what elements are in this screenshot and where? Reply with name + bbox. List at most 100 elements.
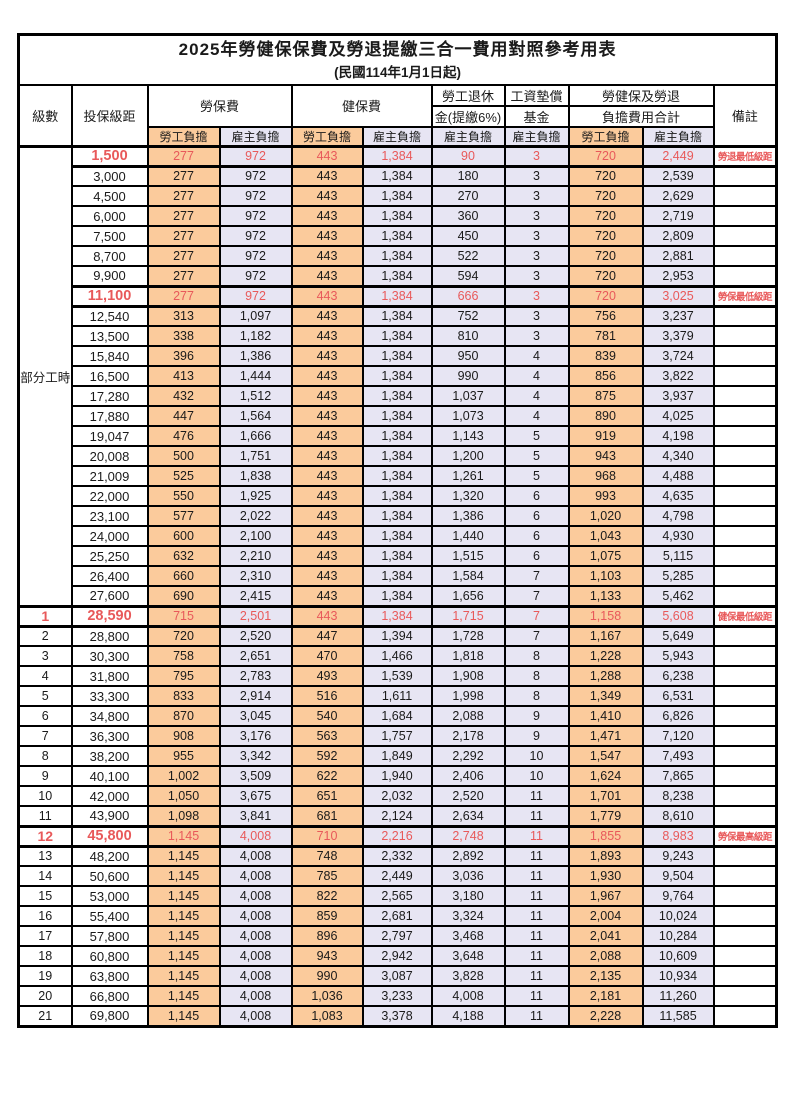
fee-cell-labor-employer: 972: [218, 165, 293, 187]
level-cell: 2: [17, 625, 73, 647]
fee-cell-labor-employer: 2,310: [218, 565, 293, 587]
fee-cell-total-employer: 6,238: [641, 665, 715, 687]
fee-cell-health-employee: 592: [290, 745, 364, 767]
fee-cell-labor-employer: 4,008: [218, 885, 293, 907]
table-row: 部分工時 1,500 277 972 443 1,384 90 3 720 2,449 勞退最低級距: [17, 144, 778, 608]
header-labor-employer: 雇主負擔: [218, 125, 293, 147]
table-row: 1 28,590 715 2,501 443 1,384 1,715 7 1,158 5,608 健…: [17, 604, 778, 628]
fee-cell-health-employee: 1,083: [290, 1005, 364, 1027]
level-cell: 20: [17, 985, 73, 1007]
fee-cell-wage-fund-employer: 6: [503, 485, 570, 507]
fee-cell-health-employee: 896: [290, 925, 364, 947]
fee-cell-total-employer: 10,284: [641, 925, 715, 947]
level-cell: 13: [17, 845, 73, 867]
fee-cell-total-employee: 1,158: [567, 604, 644, 628]
fee-cell-wage-fund-employer: 6: [503, 525, 570, 547]
salary-bracket-cell: 45,800: [70, 824, 149, 848]
fee-cell-health-employer: 1,384: [361, 165, 433, 187]
fee-cell-wage-fund-employer: 7: [503, 604, 570, 628]
fee-cell-health-employee: 681: [290, 805, 364, 827]
fee-cell-health-employer: 3,378: [361, 1005, 433, 1027]
fee-cell-health-employee: 443: [290, 245, 364, 267]
fee-cell-wage-fund-employer: 9: [503, 705, 570, 727]
fee-cell-labor-employer: 2,914: [218, 685, 293, 707]
fee-cell-pension-employer: 3,324: [430, 905, 506, 927]
fee-cell-total-employee: 1,228: [567, 645, 644, 667]
fee-cell-labor-employer: 4,008: [218, 905, 293, 927]
remark-cell: [712, 365, 778, 387]
level-cell: 14: [17, 865, 73, 887]
table-row: 19,047 476 1,666 443 1,384 1,143 5 919 4,198: [19, 425, 778, 447]
fee-cell-wage-fund-employer: 11: [503, 865, 570, 887]
level-cell: 5: [17, 685, 73, 707]
table-row: 8,700 277 972 443 1,384 522 3 720 2,881: [19, 245, 778, 267]
fee-cell-total-employer: 5,462: [641, 585, 715, 607]
fee-cell-wage-fund-employer: 3: [503, 265, 570, 287]
fee-cell-wage-fund-employer: 10: [503, 745, 570, 767]
premium-reference-table: 2025年勞健保保費及勞退提繳三合一費用對照參考用表 (民國114年1月1日起)…: [17, 33, 779, 1028]
salary-bracket-cell: 25,250: [70, 545, 149, 567]
fee-cell-health-employer: 1,384: [361, 485, 433, 507]
fee-cell-total-employer: 4,340: [641, 445, 715, 467]
title-cell: 2025年勞健保保費及勞退提繳三合一費用對照參考用表 (民國114年1月1日起): [17, 33, 778, 86]
fee-cell-total-employee: 1,075: [567, 545, 644, 567]
fee-cell-labor-employee: 1,145: [146, 945, 221, 967]
level-cell: 4: [17, 665, 73, 687]
fee-cell-pension-employer: 666: [430, 284, 506, 308]
table-row: 11,100 277 972 443 1,384 666 3 720 3,025 勞保最低級距: [19, 284, 778, 308]
level-cell: 8: [17, 745, 73, 767]
fee-cell-health-employee: 443: [290, 325, 364, 347]
fee-cell-health-employee: 443: [290, 445, 364, 467]
salary-bracket-cell: 21,009: [70, 465, 149, 487]
level-cell: 1: [17, 604, 73, 628]
salary-bracket-cell: 23,100: [70, 505, 149, 527]
fee-cell-labor-employer: 972: [218, 144, 293, 168]
salary-bracket-cell: 28,590: [70, 604, 149, 628]
fee-cell-labor-employee: 396: [146, 345, 221, 367]
fee-cell-health-employer: 1,384: [361, 144, 433, 168]
fee-cell-total-employer: 6,531: [641, 685, 715, 707]
fee-cell-health-employee: 516: [290, 685, 364, 707]
fee-cell-wage-fund-employer: 11: [503, 785, 570, 807]
fee-cell-pension-employer: 752: [430, 305, 506, 327]
remark-cell: [712, 705, 778, 727]
fee-cell-total-employee: 890: [567, 405, 644, 427]
header-pension-line1: 勞工退休: [430, 83, 506, 107]
fee-cell-health-employee: 443: [290, 205, 364, 227]
fee-cell-health-employer: 1,394: [361, 625, 433, 647]
salary-bracket-cell: 19,047: [70, 425, 149, 447]
fee-cell-health-employer: 1,384: [361, 284, 433, 308]
fee-cell-total-employee: 968: [567, 465, 644, 487]
page-title: 2025年勞健保保費及勞退提繳三合一費用對照參考用表: [178, 39, 617, 59]
table-row: 12 45,800 1,145 4,008 710 2,216 2,748 11 1,855 8,…: [17, 824, 778, 848]
salary-bracket-cell: 24,000: [70, 525, 149, 547]
remark-cell: [712, 305, 778, 327]
fee-cell-labor-employer: 1,097: [218, 305, 293, 327]
fee-cell-total-employee: 1,410: [567, 705, 644, 727]
fee-cell-health-employer: 1,384: [361, 265, 433, 287]
fee-cell-labor-employee: 600: [146, 525, 221, 547]
fee-cell-labor-employee: 690: [146, 585, 221, 607]
fee-cell-total-employee: 993: [567, 485, 644, 507]
salary-bracket-cell: 27,600: [70, 585, 149, 607]
table-row: 7,500 277 972 443 1,384 450 3 720 2,809: [19, 225, 778, 247]
fee-cell-total-employee: 2,181: [567, 985, 644, 1007]
fee-cell-pension-employer: 2,292: [430, 745, 506, 767]
fee-cell-total-employer: 4,930: [641, 525, 715, 547]
fee-cell-health-employee: 651: [290, 785, 364, 807]
fee-cell-pension-employer: 1,320: [430, 485, 506, 507]
fee-cell-health-employer: 1,384: [361, 205, 433, 227]
fee-cell-labor-employee: 277: [146, 144, 221, 168]
fee-cell-total-employee: 919: [567, 425, 644, 447]
fee-cell-total-employee: 1,349: [567, 685, 644, 707]
salary-bracket-cell: 40,100: [70, 765, 149, 787]
fee-cell-health-employer: 1,384: [361, 565, 433, 587]
table-row: 22,000 550 1,925 443 1,384 1,320 6 993 4,635: [19, 485, 778, 507]
fee-cell-labor-employee: 277: [146, 185, 221, 207]
table-row: 6,000 277 972 443 1,384 360 3 720 2,719: [19, 205, 778, 227]
fee-cell-wage-fund-employer: 4: [503, 385, 570, 407]
fee-cell-labor-employer: 1,386: [218, 345, 293, 367]
salary-bracket-cell: 30,300: [70, 645, 149, 667]
fee-cell-wage-fund-employer: 5: [503, 465, 570, 487]
fee-cell-pension-employer: 1,728: [430, 625, 506, 647]
